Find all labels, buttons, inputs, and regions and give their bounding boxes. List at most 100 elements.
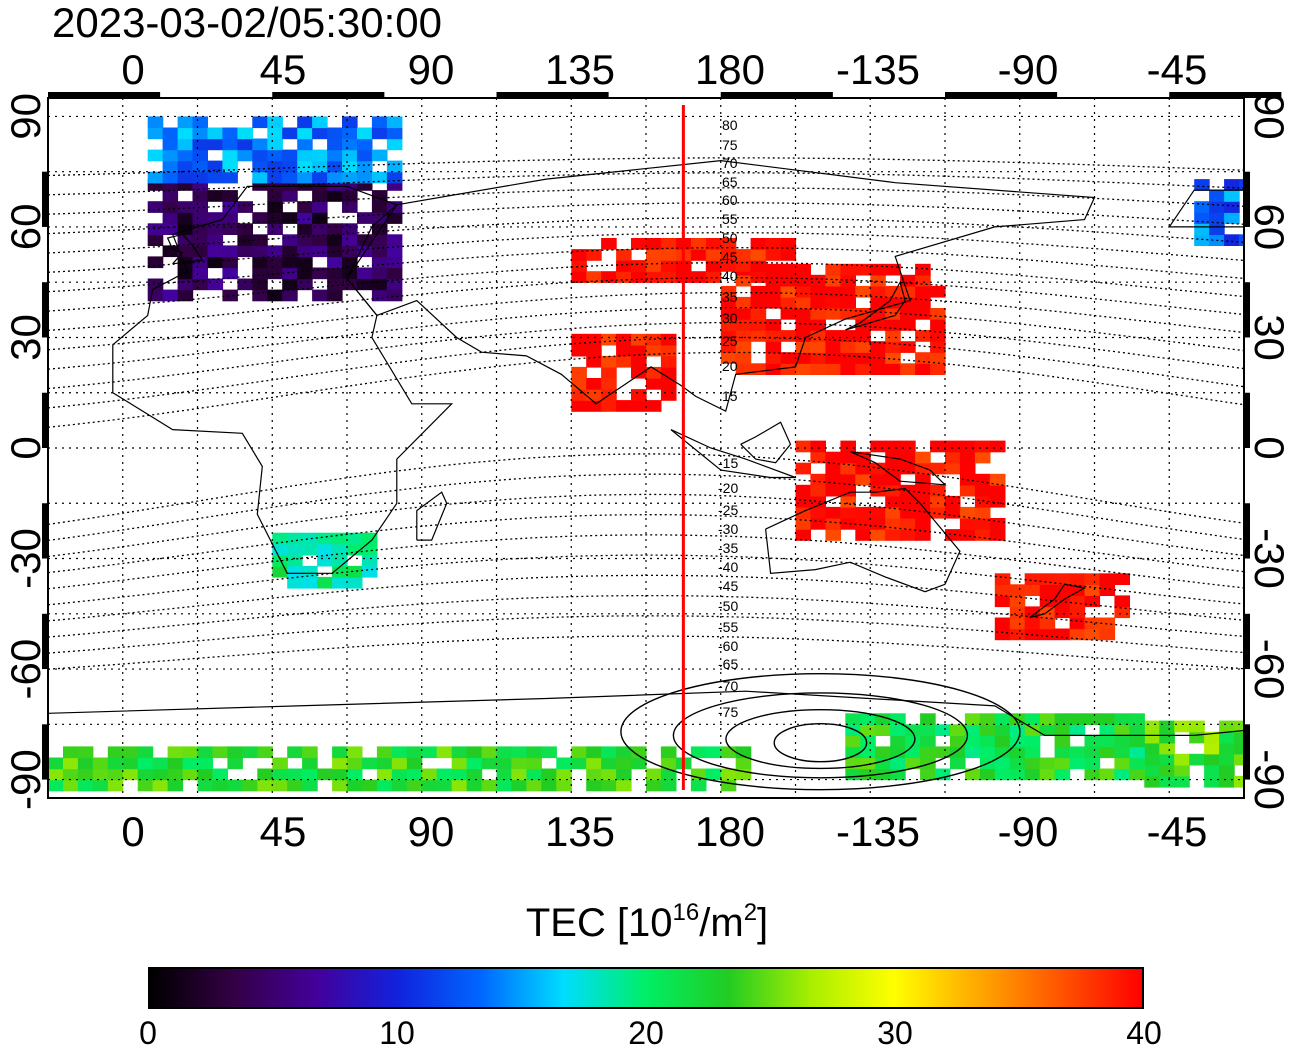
tec-cell (989, 484, 1006, 497)
coastline-borneo (740, 421, 792, 464)
polar-contour (773, 723, 868, 763)
tec-cell (1279, 732, 1294, 744)
tec-cell (162, 160, 179, 173)
tec-cell (616, 757, 632, 770)
tec-cell (267, 267, 283, 280)
tec-cell (1129, 746, 1145, 759)
tec-cell (845, 735, 861, 748)
contour-label: -15 (718, 455, 738, 471)
magnetic-contour (48, 473, 1244, 542)
tec-cell (122, 746, 139, 759)
tec-cell (1084, 584, 1101, 596)
tec-cell (1204, 731, 1220, 744)
tec-cell (312, 212, 328, 224)
tec-cell (297, 234, 313, 246)
tec-cell (107, 779, 124, 792)
tec-cell (192, 149, 208, 162)
tec-cell (267, 149, 283, 162)
tec-cell (386, 138, 403, 151)
tec-cell (601, 400, 617, 412)
tec-cell (930, 484, 946, 497)
tec-cell (257, 746, 273, 759)
tec-cell (1054, 573, 1071, 585)
tec-cell (162, 223, 179, 235)
tec-cell (855, 529, 871, 541)
tec-cell (915, 263, 931, 276)
tec-cell (795, 462, 811, 475)
colorbar-tick-label: 40 (1126, 1015, 1162, 1051)
contour-label: 25 (722, 333, 738, 349)
tec-cell (1039, 584, 1056, 596)
tec-cell (845, 713, 861, 725)
tec-cell (122, 757, 139, 770)
contour-label: -65 (718, 656, 738, 672)
tec-cell (192, 212, 208, 224)
tec-cell (845, 746, 861, 759)
tec-cell (860, 757, 876, 770)
tec-cell (177, 212, 194, 224)
tec-cell (227, 757, 243, 770)
tec-cell (810, 352, 826, 364)
tec-cell (885, 440, 901, 453)
tec-cell (1219, 720, 1235, 733)
tec-cell (825, 484, 841, 497)
tec-cell (1284, 190, 1294, 202)
tec-cell (1099, 628, 1116, 641)
contour-label: -70 (718, 678, 738, 694)
tec-cell (77, 779, 94, 792)
tec-cell (1069, 595, 1086, 608)
tec-cell (1144, 764, 1160, 777)
contour-label: 45 (722, 249, 738, 265)
tec-cell (177, 278, 194, 291)
tec-cell (332, 746, 348, 759)
tec-cell (92, 768, 109, 781)
tec-cell (386, 212, 403, 224)
tec-cell (1009, 757, 1026, 770)
tec-cell (586, 249, 602, 261)
magnetic-latitude-contours (48, 157, 1244, 791)
tec-cell (571, 271, 587, 283)
contour-label: -20 (718, 480, 738, 496)
tec-cell (317, 543, 333, 556)
tec-cell (660, 260, 677, 272)
tec-cell (451, 779, 468, 792)
tec-cell (720, 341, 737, 353)
tec-cell (227, 746, 243, 759)
tec-cell (1114, 606, 1130, 619)
tec-cell (1009, 628, 1026, 641)
tec-cell (1039, 573, 1056, 585)
tec-region-india (571, 333, 677, 412)
tec-cell (48, 768, 64, 781)
tec-cell (780, 296, 797, 309)
tec-cell (357, 127, 373, 140)
tec-cell (192, 116, 208, 129)
tec-cell (959, 462, 976, 475)
tec-cell (287, 746, 303, 759)
tec-cell (616, 344, 632, 357)
tec-cell (915, 518, 931, 530)
tec-cell (646, 249, 662, 261)
tec-cell (979, 724, 996, 736)
tec-cell (586, 746, 602, 759)
tec-cell (267, 289, 283, 302)
tec-cell (900, 506, 916, 519)
tec-cell (357, 149, 373, 162)
tec-cell (1269, 179, 1285, 191)
tec-cell (526, 746, 542, 759)
tec-cell (312, 223, 328, 235)
tec-cell (840, 451, 856, 464)
tec-cell (1069, 713, 1086, 725)
tec-cell (950, 746, 966, 759)
lat-tick-label-left: -90 (2, 749, 49, 810)
tec-cell (1114, 595, 1130, 608)
tec-cell (77, 757, 94, 770)
tec-cell (192, 201, 208, 213)
tec-cell (974, 440, 991, 453)
tec-cell (905, 757, 921, 770)
tec-cell (875, 724, 891, 736)
tec-cell (252, 234, 268, 246)
tec-cell (855, 363, 871, 375)
tec-cell (825, 506, 841, 519)
lat-tick-label-right: -60 (1246, 639, 1293, 700)
tec-cell (406, 746, 423, 759)
